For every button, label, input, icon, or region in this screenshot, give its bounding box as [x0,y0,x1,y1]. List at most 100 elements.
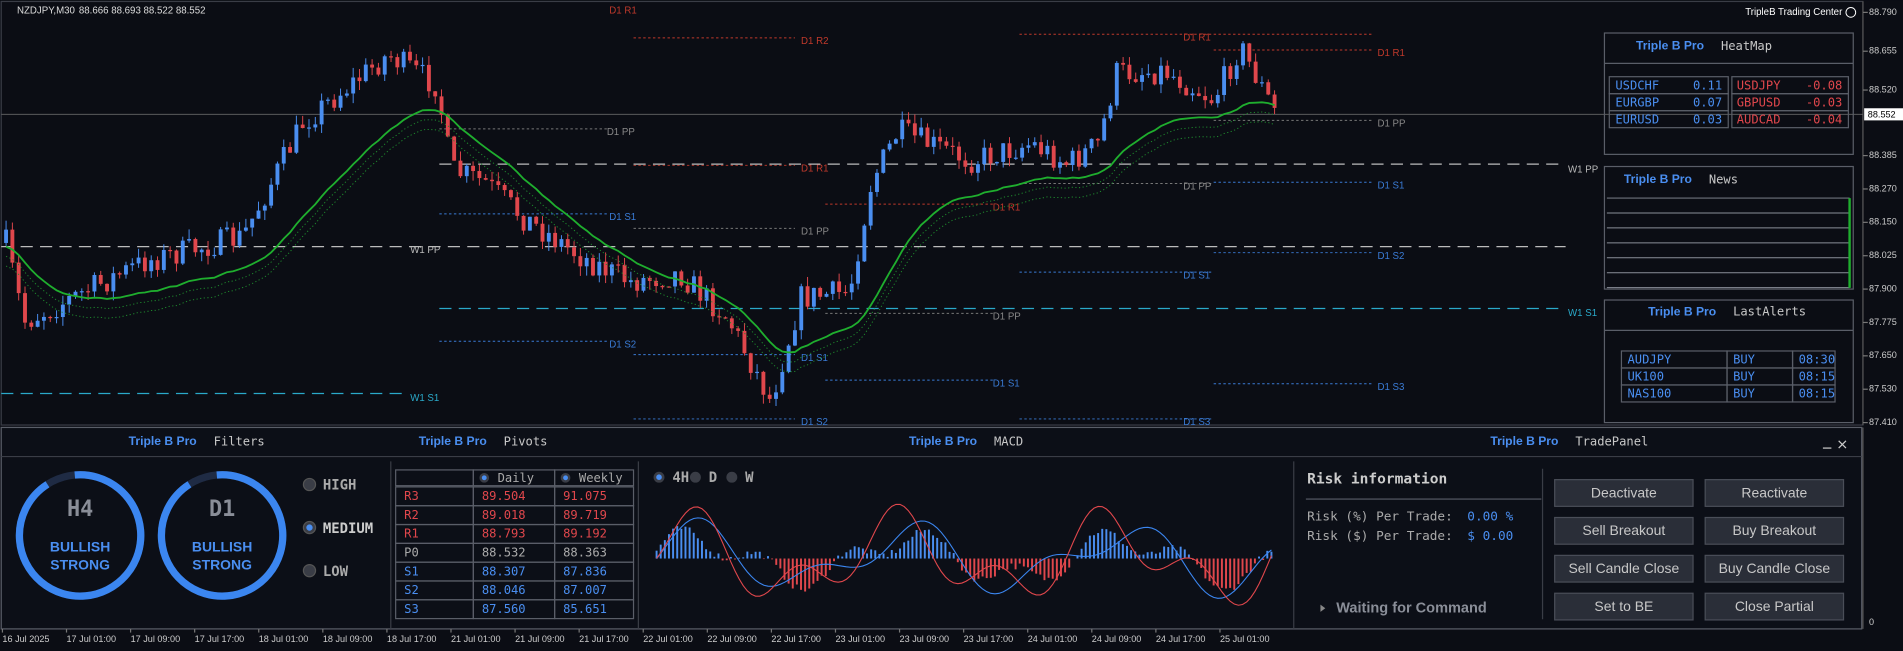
heatmap-panel [1603,32,1854,155]
alert-text: UK100 [1628,370,1664,384]
close-icon[interactable] [1838,440,1847,449]
trade-button[interactable] [1704,592,1845,621]
macd-histogram-bar [965,558,968,573]
time-label: 22 Jul 09:00 [707,634,757,644]
pivot-label: W1 PP [1568,165,1598,176]
pivot-value: 89.018 [482,508,526,522]
pivot-value: 88.046 [482,583,526,597]
macd-histogram-bar [952,553,955,559]
candle-body [351,77,356,94]
candle-body [458,160,463,177]
candle-body [1209,100,1214,104]
trade-button[interactable] [1704,516,1845,545]
macd-histogram-bar [1010,558,1013,564]
pivot-label: D1 PP [607,127,635,138]
candle-body [628,280,633,283]
candle-body [534,216,539,224]
pivot-radio-dot [481,475,487,481]
macd-radio[interactable] [689,471,701,483]
macd-histogram-bar [1167,547,1170,559]
macd-histogram-bar [762,558,765,560]
pivot-radio-dot [563,475,568,481]
macd-histogram-bar [1026,558,1029,568]
candle-body [824,293,829,297]
candle-body [622,264,627,283]
candle-body [16,262,21,294]
alert-text: BUY [1733,353,1756,367]
candle-body [490,179,494,182]
pivot-label: D1 S3 [1377,382,1404,393]
gauge-state: BULLISH [192,538,252,554]
candle-body [647,277,652,281]
macd-histogram-bar [717,553,720,559]
trade-button[interactable] [1554,516,1694,545]
candle-body [73,291,78,296]
candle-body [641,277,646,291]
macd-histogram-bar [688,527,691,559]
pivot-label: W1 S1 [410,393,439,404]
macd-histogram-bar [729,557,732,559]
pivot-label: D1 S1 [609,212,636,223]
macd-histogram-bar [1121,544,1124,559]
candle-body [868,191,873,226]
macd-histogram-bar [795,558,798,585]
heatmap-pair: USDCHF [1615,78,1659,92]
macd-histogram-bar [1088,535,1091,559]
macd-histogram-bar [1249,558,1252,572]
macd-histogram-bar [1117,541,1120,559]
macd-histogram-bar [783,558,786,580]
pivot-label: D1 R1 [609,6,636,17]
candle-body [502,185,507,191]
candle-body [1133,79,1138,82]
filter-radio-dot [306,524,313,531]
risk-label: Risk ($) Per Trade: [1307,529,1453,544]
price-tick-label: 88.270 [1869,183,1897,193]
candle-body [382,56,387,75]
candle-body [786,345,791,373]
trade-button[interactable] [1554,592,1694,621]
macd-histogram-bar [985,558,988,579]
macd-histogram-bar [1097,533,1100,559]
candle-body [906,119,911,124]
time-label: 21 Jul 09:00 [515,634,565,644]
risk-title: Risk information [1307,471,1447,488]
time-label: 22 Jul 17:00 [771,634,821,644]
candle-body [565,239,570,248]
candle-body [180,240,185,264]
macd-histogram-bar [1031,558,1034,572]
filter-radio[interactable] [302,563,317,578]
trade-button[interactable] [1704,479,1845,507]
macd-histogram-bar [746,551,749,559]
candle-body [1095,138,1100,141]
macd-histogram-bar [692,532,695,559]
trade-button-label: Sell Breakout [1582,522,1665,538]
candle-body [881,149,886,173]
macd-histogram-bar [816,558,819,581]
candle-body [635,280,640,291]
macd-histogram-bar [923,530,926,559]
pivot-label: D1 R1 [1377,48,1404,59]
macd-histogram-bar [767,556,769,559]
trade-button[interactable] [1704,554,1845,583]
alert-text: BUY [1733,387,1756,401]
candle-body [515,197,520,216]
macd-histogram-bar [1002,558,1005,570]
trade-button[interactable] [1554,479,1694,507]
panel-brand: Triple B Pro [909,434,977,448]
macd-histogram-bar [989,558,992,578]
macd-histogram-bar [791,558,794,589]
candle-body [527,216,532,231]
candle-body [420,64,425,67]
pivot-label: D1 S2 [1377,251,1404,262]
candle-body [426,64,431,92]
candle-body [294,124,299,153]
filter-radio[interactable] [302,477,317,492]
macd-histogram-bar [754,551,757,559]
macd-histogram-bar [977,558,980,579]
trade-button[interactable] [1554,554,1694,583]
time-label: 24 Jul 17:00 [1156,634,1206,644]
macd-radio[interactable] [726,471,738,483]
panel-title: LastAlerts [1733,305,1806,319]
heatmap-value: 0.11 [1693,78,1722,92]
